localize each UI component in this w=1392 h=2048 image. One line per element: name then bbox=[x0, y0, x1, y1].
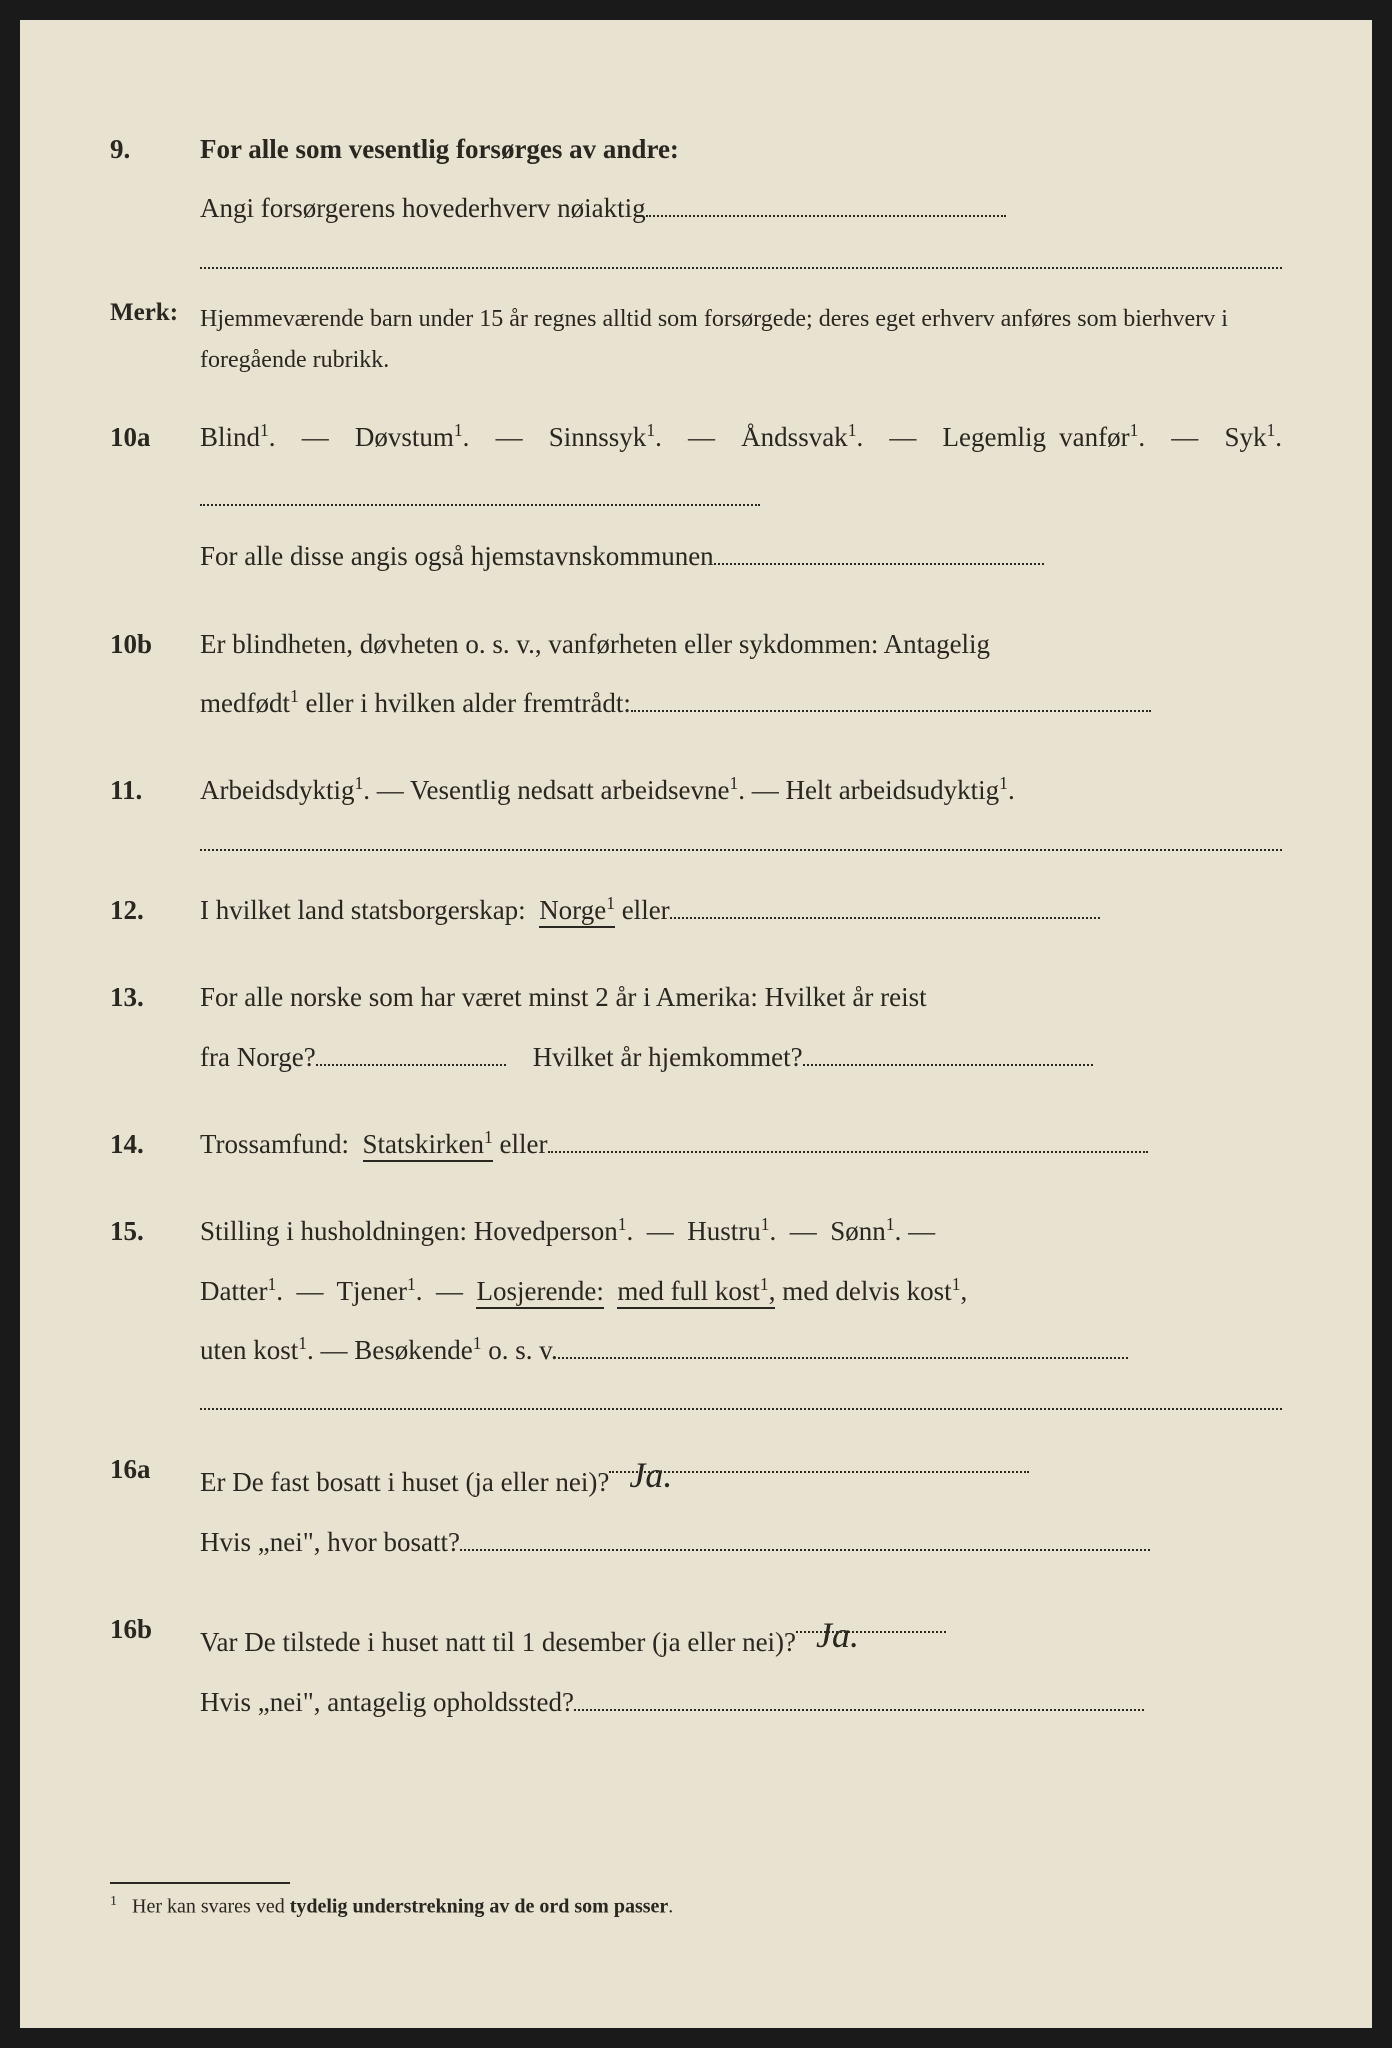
q13-body: For alle norske som har været minst 2 år… bbox=[200, 968, 1282, 1087]
blank-line bbox=[714, 533, 1044, 565]
q16b-text2: Hvis „nei", antagelig opholdssted? bbox=[200, 1687, 574, 1717]
question-10b: 10b Er blindheten, døvheten o. s. v., va… bbox=[110, 615, 1282, 734]
blank-line bbox=[558, 1327, 1128, 1359]
q16b-body: Var De tilstede i huset natt til 1 desem… bbox=[200, 1600, 1282, 1732]
footnote-text: Her kan svares ved tydelig understreknin… bbox=[132, 1896, 673, 1918]
q15-line3: uten kost1. — Besøkende1 o. s. v. bbox=[200, 1335, 558, 1365]
q15-line2: Datter1. — Tjener1. — bbox=[200, 1276, 476, 1306]
question-14: 14. Trossamfund: Statskirken1 eller bbox=[110, 1115, 1282, 1174]
q10a-options: Blind1. — Døvstum1. — Sinnssyk1. — Åndss… bbox=[200, 422, 1282, 452]
q10b-number: 10b bbox=[110, 615, 200, 734]
q14-body: Trossamfund: Statskirken1 eller bbox=[200, 1115, 1282, 1174]
blank-line bbox=[574, 1678, 1144, 1710]
question-12: 12. I hvilket land statsborgerskap: Norg… bbox=[110, 881, 1282, 940]
blank-line bbox=[803, 1033, 1093, 1065]
footnote-rule bbox=[110, 1882, 290, 1884]
question-13: 13. For alle norske som har været minst … bbox=[110, 968, 1282, 1087]
note-merk: Merk: Hjemmeværende barn under 15 år reg… bbox=[110, 299, 1282, 381]
q13-text3: Hvilket år hjemkommet? bbox=[533, 1042, 803, 1072]
handwritten-answer: Ja. bbox=[629, 1455, 672, 1495]
q11-number: 11. bbox=[110, 761, 200, 820]
q10a-body: Blind1. — Døvstum1. — Sinnssyk1. — Åndss… bbox=[200, 408, 1282, 586]
q10b-text1: Er blindheten, døvheten o. s. v., vanfør… bbox=[200, 629, 990, 659]
q10a-number: 10a bbox=[110, 408, 200, 586]
divider bbox=[200, 267, 1282, 269]
q12-underlined: Norge1 bbox=[539, 895, 615, 928]
handwritten-answer: Ja. bbox=[816, 1615, 859, 1655]
form-page: 9. For alle som vesentlig forsørges av a… bbox=[20, 20, 1372, 2028]
q16a-text1: Er De fast bosatt i huset (ja eller nei)… bbox=[200, 1467, 609, 1497]
q14-after: eller bbox=[500, 1129, 548, 1159]
q16a-text2: Hvis „nei", hvor bosatt? bbox=[200, 1527, 460, 1557]
q16b-number: 16b bbox=[110, 1600, 200, 1732]
q10a-extra: For alle disse angis også hjemstavnskomm… bbox=[200, 541, 714, 571]
blank-line bbox=[646, 185, 1006, 217]
footnote: 1 Her kan svares ved tydelig understrekn… bbox=[110, 1894, 1282, 1919]
q15-post: med delvis kost1, bbox=[782, 1276, 967, 1306]
q10b-body: Er blindheten, døvheten o. s. v., vanfør… bbox=[200, 615, 1282, 734]
q9-body: For alle som vesentlig forsørges av andr… bbox=[200, 120, 1282, 239]
q14-number: 14. bbox=[110, 1115, 200, 1174]
q12-number: 12. bbox=[110, 881, 200, 940]
question-16b: 16b Var De tilstede i huset natt til 1 d… bbox=[110, 1600, 1282, 1732]
question-16a: 16a Er De fast bosatt i huset (ja eller … bbox=[110, 1440, 1282, 1572]
merk-label: Merk: bbox=[110, 299, 200, 381]
question-9: 9. For alle som vesentlig forsørges av a… bbox=[110, 120, 1282, 239]
q13-number: 13. bbox=[110, 968, 200, 1087]
q9-line: Angi forsørgerens hovederhverv nøiaktig bbox=[200, 193, 646, 223]
q12-after: eller bbox=[622, 895, 670, 925]
divider bbox=[200, 1408, 1282, 1410]
q15-underlined2: med full kost1, bbox=[617, 1276, 775, 1309]
q15-body: Stilling i husholdningen: Hovedperson1. … bbox=[200, 1202, 1282, 1380]
merk-text: Hjemmeværende barn under 15 år regnes al… bbox=[200, 299, 1282, 381]
q15-text: Stilling i husholdningen: bbox=[200, 1216, 467, 1246]
question-15: 15. Stilling i husholdningen: Hovedperso… bbox=[110, 1202, 1282, 1380]
blank-line bbox=[460, 1518, 1150, 1550]
q9-number: 9. bbox=[110, 120, 200, 239]
q10b-text2: medfødt1 eller i hvilken alder fremtrådt… bbox=[200, 688, 631, 718]
q15-number: 15. bbox=[110, 1202, 200, 1380]
blank-line bbox=[200, 473, 760, 505]
q14-underlined: Statskirken1 bbox=[363, 1129, 493, 1162]
q16b-text1: Var De tilstede i huset natt til 1 desem… bbox=[200, 1627, 796, 1657]
q13-text1: For alle norske som har været minst 2 år… bbox=[200, 982, 927, 1012]
answer-line: Ja. bbox=[609, 1440, 1029, 1472]
q11-options: Arbeidsdyktig1. — Vesentlig nedsatt arbe… bbox=[200, 775, 1015, 805]
q9-title: For alle som vesentlig forsørges av andr… bbox=[200, 134, 679, 164]
q15-underlined1: Losjerende: bbox=[476, 1276, 603, 1309]
answer-line: Ja. bbox=[796, 1600, 946, 1632]
question-10a: 10a Blind1. — Døvstum1. — Sinnssyk1. — Å… bbox=[110, 408, 1282, 586]
q11-body: Arbeidsdyktig1. — Vesentlig nedsatt arbe… bbox=[200, 761, 1282, 820]
q16a-number: 16a bbox=[110, 1440, 200, 1572]
q16a-body: Er De fast bosatt i huset (ja eller nei)… bbox=[200, 1440, 1282, 1572]
q15-line1: Hovedperson1. — Hustru1. — Sønn1. bbox=[474, 1216, 902, 1246]
blank-line bbox=[316, 1033, 506, 1065]
q12-text: I hvilket land statsborgerskap: bbox=[200, 895, 526, 925]
question-11: 11. Arbeidsdyktig1. — Vesentlig nedsatt … bbox=[110, 761, 1282, 820]
blank-line bbox=[631, 680, 1151, 712]
blank-line bbox=[670, 886, 1100, 918]
q13-text2: fra Norge? bbox=[200, 1042, 316, 1072]
divider bbox=[200, 849, 1282, 851]
q14-text: Trossamfund: bbox=[200, 1129, 349, 1159]
footnote-num: 1 bbox=[110, 1894, 117, 1909]
q12-body: I hvilket land statsborgerskap: Norge1 e… bbox=[200, 881, 1282, 940]
blank-line bbox=[548, 1121, 1148, 1153]
